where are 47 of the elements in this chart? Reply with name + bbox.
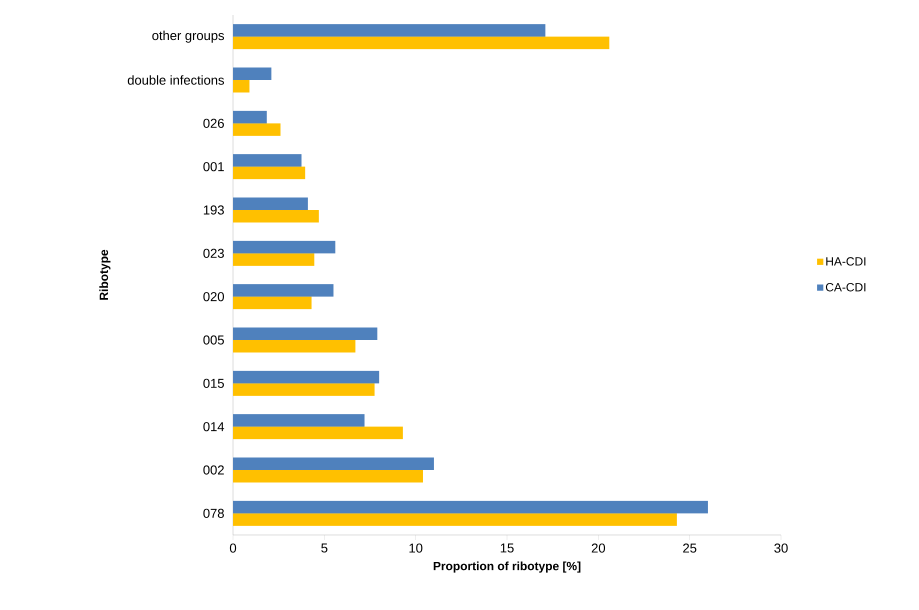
x-axis-title: Proportion of ribotype [%] [434,562,580,573]
legend-label: HA-CDI [826,257,866,266]
y-tick-label: 193 [204,205,224,215]
bar [233,470,423,482]
bar [233,414,365,427]
bar [233,370,380,384]
bar [233,426,403,440]
y-tick-label: 014 [203,422,224,432]
bar [233,500,708,514]
y-tick-label: 078 [203,508,224,518]
x-tick-label: 30 [774,544,788,553]
bar [233,327,378,340]
bar [233,80,250,92]
x-tick-label: 20 [592,544,606,553]
bar [233,296,312,310]
bar [233,210,319,222]
y-tick-label: 023 [203,248,224,258]
bar [233,154,302,167]
bar [233,24,546,37]
legend-label: CA-CDI [826,282,866,292]
bar [233,457,434,470]
y-tick-label: other groups [152,30,224,43]
bar [233,123,281,136]
y-tick-label: double infections [128,75,224,85]
y-tick-label: 001 [203,162,224,172]
bar [233,166,306,180]
x-tick-label: 5 [321,544,328,553]
x-tick-label: 0 [230,544,236,553]
bar [233,513,677,526]
y-axis-title: Ribotype [99,250,110,300]
y-tick-label: 002 [203,465,224,475]
y-tick-label: 020 [203,292,224,302]
y-tick-label: 026 [203,118,224,128]
bar [233,67,272,80]
bar [233,110,267,124]
y-tick-label: 005 [203,335,224,345]
bar [233,240,336,254]
bar [233,197,308,210]
bar [233,383,375,396]
y-tick-label: 015 [203,378,224,388]
x-tick-label: 10 [409,544,422,553]
bar [233,253,314,266]
bar [233,284,334,297]
x-tick-label: 25 [683,544,696,553]
bar [233,340,356,352]
bar [233,36,610,50]
x-tick-label: 15 [500,544,514,553]
